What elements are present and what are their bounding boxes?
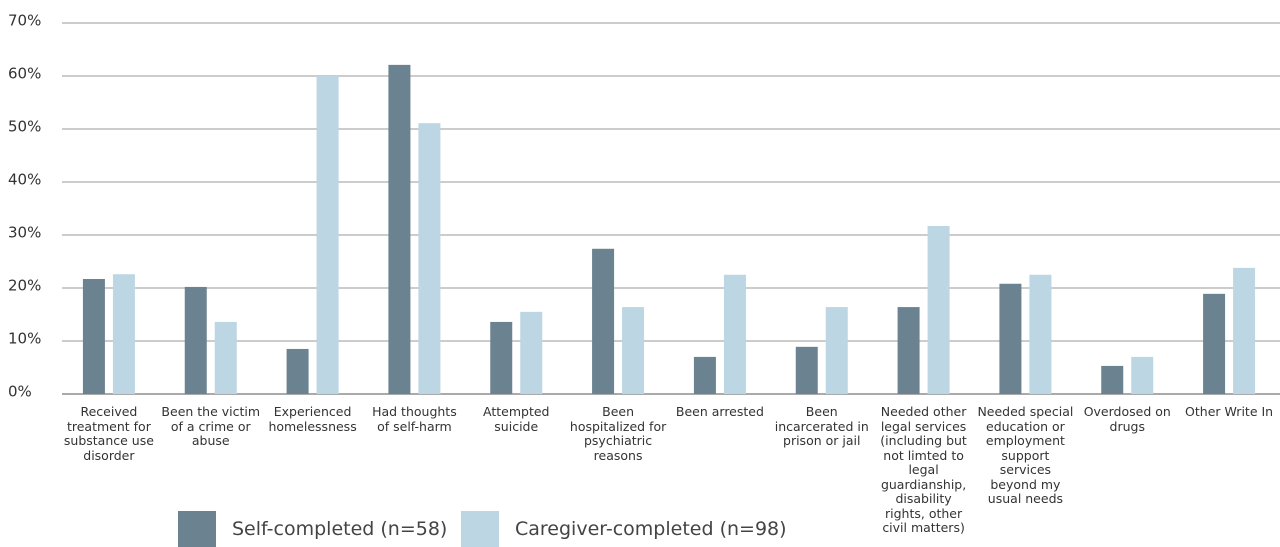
- bar: [316, 76, 339, 394]
- y-tick-label: 60%: [8, 65, 41, 83]
- y-tick-label: 40%: [8, 171, 41, 189]
- bar: [592, 248, 615, 394]
- x-tick-label: Been hospitalized for psychiatric reason…: [569, 404, 667, 463]
- bar: [999, 283, 1022, 394]
- bar: [1101, 365, 1124, 394]
- x-tick-label: Other Write In: [1185, 404, 1274, 419]
- x-tick-label: Had thoughts of self-harm: [372, 404, 457, 434]
- bar: [388, 64, 411, 395]
- y-tick-label: 10%: [8, 330, 41, 348]
- y-tick-label: 70%: [8, 12, 41, 30]
- legend-item: Self-completed (n=58): [178, 511, 447, 547]
- y-tick-label: 50%: [8, 118, 41, 136]
- y-tick-label: 20%: [8, 277, 41, 295]
- bar: [622, 307, 645, 394]
- x-tick-label: Overdosed on drugs: [1083, 404, 1171, 434]
- bar: [897, 307, 920, 394]
- x-tick-label: Needed other legal services (including b…: [880, 404, 967, 535]
- bar: [184, 286, 207, 394]
- legend-swatch: [178, 511, 216, 547]
- bar: [490, 321, 513, 394]
- legend-swatch: [461, 511, 499, 547]
- legend-item: Caregiver-completed (n=98): [461, 511, 787, 547]
- bar: [927, 225, 950, 394]
- bar: [214, 321, 237, 394]
- x-tick-label: Attempted suicide: [483, 404, 550, 434]
- legend-label: Caregiver-completed (n=98): [515, 518, 787, 540]
- bar: [82, 278, 105, 394]
- x-tick-label: Been arrested: [675, 404, 764, 419]
- bar: [1233, 267, 1256, 394]
- y-tick-label: 0%: [8, 383, 32, 401]
- bar: [795, 346, 818, 394]
- x-tick-label: Been the victim of a crime or abuse: [161, 404, 261, 448]
- bar: [286, 348, 309, 394]
- bar: [112, 274, 135, 394]
- bar: [418, 123, 441, 395]
- bar: [1029, 274, 1052, 394]
- legend-label: Self-completed (n=58): [232, 518, 448, 540]
- x-tick-label: Been incarcerated in prison or jail: [774, 404, 869, 448]
- bar: [1131, 356, 1154, 394]
- y-tick-label: 30%: [8, 224, 41, 242]
- bar: [1203, 293, 1226, 394]
- bar: [825, 307, 848, 394]
- bar: [693, 356, 716, 394]
- x-tick-label: Needed special education or employment s…: [977, 404, 1074, 506]
- x-tick-label: Received treatment for substance use dis…: [63, 404, 154, 463]
- bar: [520, 311, 543, 394]
- bar: [723, 274, 746, 394]
- x-tick-label: Experienced homelessness: [268, 404, 357, 434]
